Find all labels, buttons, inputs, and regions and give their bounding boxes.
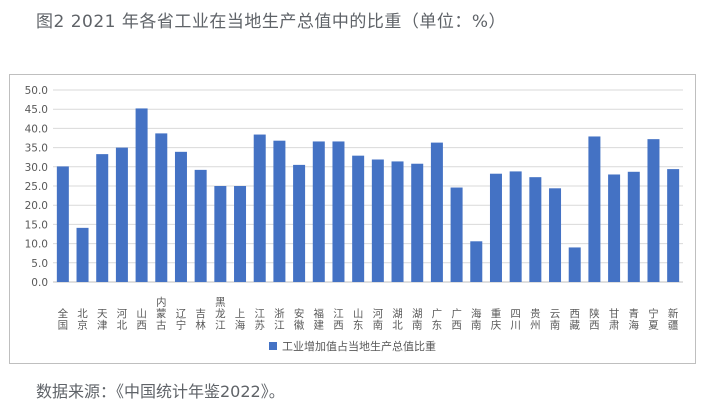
x-tick-label: 全国 bbox=[58, 307, 69, 332]
x-tick-label: 北京 bbox=[77, 308, 88, 332]
x-tick-label: 西藏 bbox=[569, 308, 580, 332]
bar bbox=[214, 186, 227, 282]
x-tick-label: 福建 bbox=[314, 307, 325, 332]
x-tick-label: 山东 bbox=[353, 308, 364, 332]
x-tick-label: 天津 bbox=[97, 308, 108, 332]
bar bbox=[76, 227, 89, 282]
x-tick-label: 安徽 bbox=[294, 307, 305, 332]
x-tick-label: 江苏 bbox=[254, 308, 265, 332]
x-tick-label: 云南 bbox=[550, 308, 561, 332]
bar bbox=[450, 187, 463, 282]
x-tick-label: 湖北 bbox=[392, 308, 403, 332]
bar bbox=[174, 151, 187, 282]
bar bbox=[253, 134, 266, 282]
bar bbox=[391, 161, 404, 282]
bar bbox=[293, 164, 306, 282]
bar bbox=[608, 174, 621, 282]
bar bbox=[371, 159, 384, 282]
bar bbox=[194, 169, 207, 282]
x-tick-label: 新疆 bbox=[668, 307, 679, 332]
bar bbox=[155, 133, 168, 282]
x-tick-label: 宁夏 bbox=[648, 307, 659, 332]
y-tick-label: 45.0 bbox=[25, 104, 48, 116]
x-tick-label: 上海 bbox=[235, 308, 246, 332]
bar bbox=[627, 171, 640, 282]
legend-label: 工业增加值占当地生产总值比重 bbox=[282, 339, 436, 353]
y-tick-label: 20.0 bbox=[25, 200, 48, 212]
x-tick-label: 青海 bbox=[629, 307, 640, 332]
bar bbox=[135, 108, 148, 282]
bar bbox=[470, 241, 483, 282]
x-tick-label: 内蒙古 bbox=[156, 296, 167, 332]
y-tick-label: 15.0 bbox=[25, 219, 48, 231]
y-tick-label: 10.0 bbox=[25, 239, 48, 251]
y-axis-ticks: 0.0 5.0 10.0 15.0 20.0 25.0 30.0 35.0 40.0 45.0 50… bbox=[25, 85, 48, 289]
bar bbox=[411, 163, 424, 282]
legend: 工业增加值占当地生产总值比重 bbox=[269, 339, 436, 353]
x-tick-label: 辽宁 bbox=[176, 308, 187, 332]
bar bbox=[489, 173, 502, 282]
y-tick-label: 30.0 bbox=[25, 162, 48, 174]
y-tick-label: 5.0 bbox=[31, 258, 48, 270]
bar bbox=[568, 247, 581, 282]
source-note: 数据来源：《中国统计年鉴2022》。 bbox=[36, 382, 285, 401]
bar bbox=[273, 140, 286, 282]
bar bbox=[667, 169, 680, 282]
bar bbox=[56, 166, 69, 282]
bar bbox=[430, 142, 443, 282]
bar bbox=[234, 186, 247, 282]
x-tick-label: 江西 bbox=[333, 308, 344, 332]
bar bbox=[352, 155, 365, 282]
y-tick-label: 25.0 bbox=[25, 181, 48, 193]
x-tick-label: 广西 bbox=[451, 308, 462, 332]
x-tick-label: 陕西 bbox=[589, 307, 600, 332]
bar bbox=[588, 136, 601, 282]
page-title: 图2 2021 年各省工业在当地生产总值中的比重（单位：%） bbox=[36, 12, 507, 32]
x-tick-label: 浙江 bbox=[274, 308, 285, 332]
bar bbox=[647, 139, 660, 282]
bar bbox=[312, 141, 325, 282]
bar bbox=[529, 177, 542, 282]
x-tick-label: 四川 bbox=[510, 308, 521, 332]
x-tick-label: 海南 bbox=[471, 307, 482, 332]
x-tick-label: 广东 bbox=[432, 308, 443, 332]
legend-swatch bbox=[269, 342, 277, 350]
x-tick-label: 河北 bbox=[117, 308, 128, 332]
bar-chart: 0.0 5.0 10.0 15.0 20.0 25.0 30.0 35.0 40.0 45.0 50… bbox=[25, 85, 683, 353]
bar bbox=[96, 154, 109, 282]
x-axis-ticks: 全国北京天津河北山西内蒙古辽宁吉林黑龙江上海江苏浙江安徽福建江西山东河南湖北湖南… bbox=[58, 296, 679, 332]
x-tick-label: 湖南 bbox=[412, 308, 423, 332]
x-tick-label: 贵州 bbox=[530, 307, 541, 332]
x-tick-label: 重庆 bbox=[491, 307, 502, 332]
bar bbox=[332, 141, 345, 282]
y-tick-label: 40.0 bbox=[25, 123, 48, 135]
y-tick-label: 35.0 bbox=[25, 143, 48, 155]
bar bbox=[115, 147, 128, 282]
bar bbox=[509, 171, 522, 282]
bar bbox=[549, 188, 562, 282]
chart-frame: 0.0 5.0 10.0 15.0 20.0 25.0 30.0 35.0 40.0 45.0 50… bbox=[9, 74, 696, 364]
x-tick-label: 吉林 bbox=[195, 308, 206, 332]
bars bbox=[56, 108, 680, 282]
y-tick-label: 0.0 bbox=[31, 277, 48, 289]
y-tick-label: 50.0 bbox=[25, 85, 48, 97]
x-tick-label: 河南 bbox=[373, 308, 384, 332]
x-tick-label: 黑龙江 bbox=[215, 297, 226, 332]
x-tick-label: 山西 bbox=[136, 308, 147, 332]
x-tick-label: 甘肃 bbox=[609, 307, 620, 332]
